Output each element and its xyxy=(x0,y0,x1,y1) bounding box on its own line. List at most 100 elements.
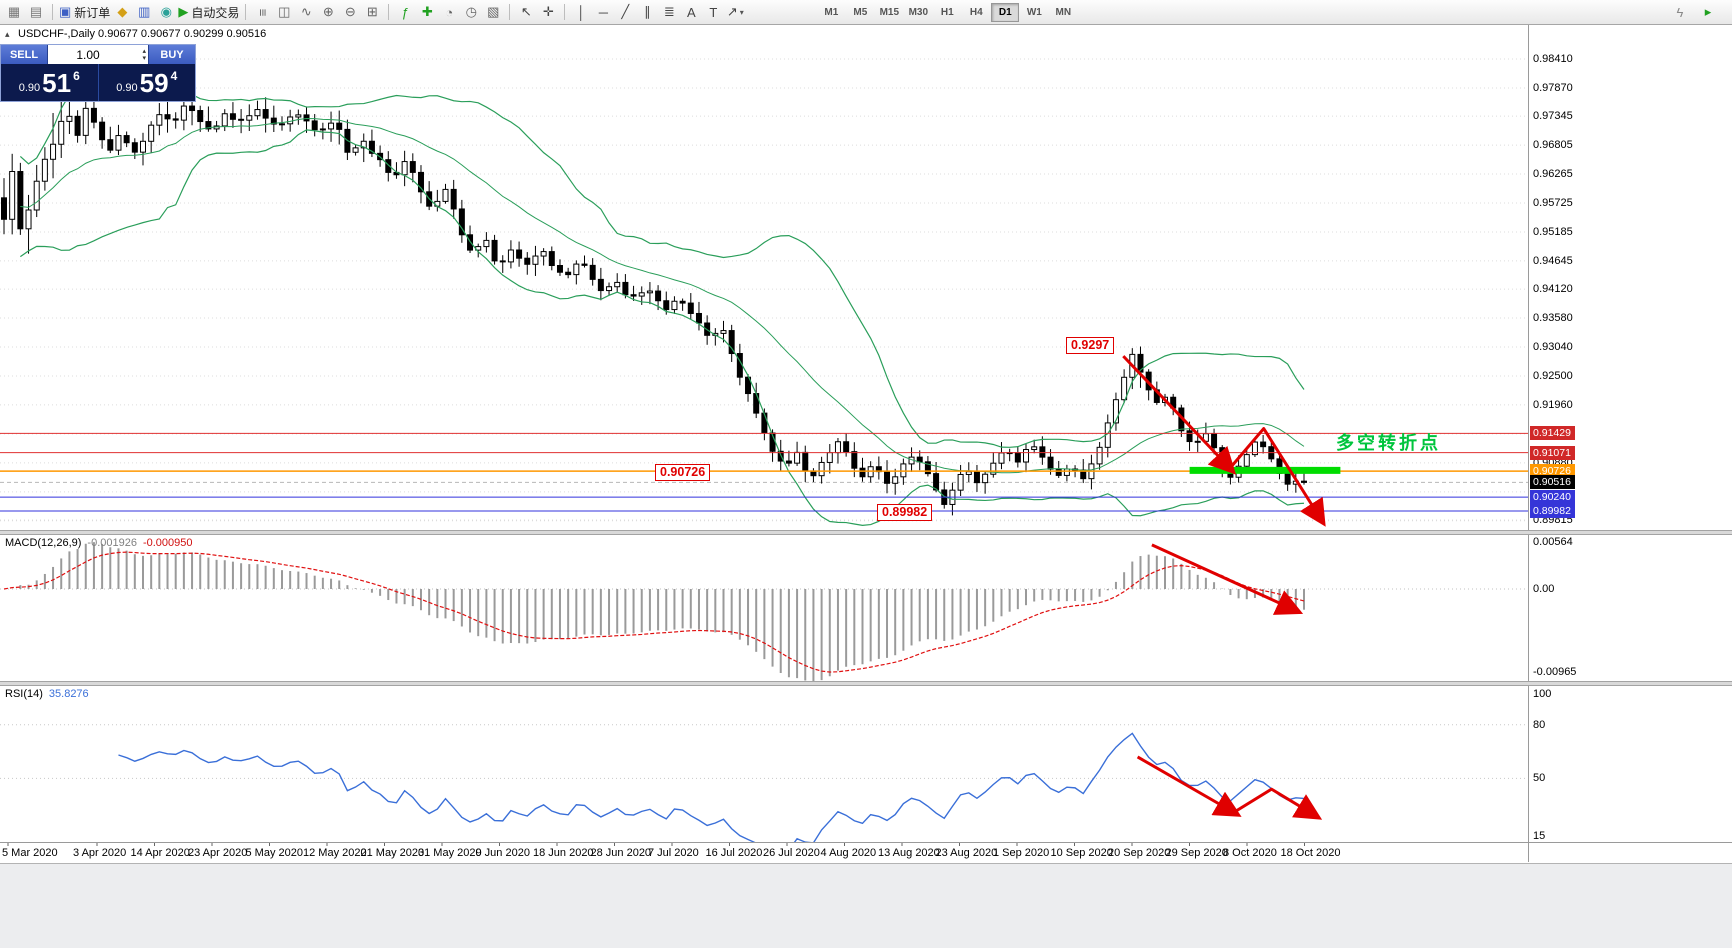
timeframe-w1[interactable]: W1 xyxy=(1026,6,1042,18)
trendline-icon[interactable]: ╱ xyxy=(621,4,630,19)
bar-chart-icon[interactable]: ≡ xyxy=(254,8,270,16)
price-line-label: 0.89982 xyxy=(1530,504,1575,519)
crosshair-icon[interactable]: ✛ xyxy=(542,4,554,19)
date-label: 10 Sep 2020 xyxy=(1050,847,1113,859)
timeframe-h4[interactable]: H4 xyxy=(969,6,983,18)
timeframe-h1[interactable]: H1 xyxy=(940,6,954,18)
rsi-indicator-label: RSI(14) 35.8276 xyxy=(5,688,89,700)
timeframe-m30[interactable]: M30 xyxy=(908,6,929,18)
connection-icon[interactable]: ϟ xyxy=(1676,4,1684,20)
toolbar-right-group: ϟ ▸ xyxy=(1670,3,1728,22)
volume-input[interactable] xyxy=(50,46,126,63)
price-line-label: 0.90516 xyxy=(1530,475,1575,490)
date-label: 8 Oct 2020 xyxy=(1223,847,1277,859)
low-price-annotation[interactable]: 0.89982 xyxy=(877,504,933,521)
new-order-button[interactable]: ▣ 新订单 xyxy=(59,4,111,20)
buy-button[interactable]: BUY xyxy=(149,45,195,64)
date-label: 5 May 2020 xyxy=(245,847,303,859)
window-bottom-area xyxy=(0,863,1732,948)
date-label: 1 Sep 2020 xyxy=(993,847,1050,859)
timeframe-m1[interactable]: M1 xyxy=(824,6,839,18)
timeframe-m5[interactable]: M5 xyxy=(853,6,868,18)
market-depth-icon[interactable]: ▥ xyxy=(138,4,151,19)
expand-icon[interactable]: ▸ xyxy=(1704,4,1712,19)
date-label: 12 May 2020 xyxy=(303,847,367,859)
time-axis[interactable] xyxy=(0,842,1732,863)
toolbar-left-group: ▦ ▤ ▣ 新订单 ◆ ▥ ◉ ▶ 自动交易 ≡ ◫ ∿ ⊕ ⊖ ⊞ ƒ ✚ ◔ ◷ ▧ ↖ ✛ │ ─ ╱ ∥ ≣ A T ↗ ▾ xyxy=(4,3,745,22)
price-scale-label: 0.95725 xyxy=(1533,197,1573,209)
date-label: 20 Sep 2020 xyxy=(1108,847,1171,859)
date-label: 29 Sep 2020 xyxy=(1165,847,1228,859)
toolbar-separator xyxy=(509,4,511,20)
sell-price-display[interactable]: 0.90 51 6 xyxy=(18,67,80,98)
toolbar-separator xyxy=(388,4,390,20)
price-line-label: 0.91429 xyxy=(1530,426,1575,441)
date-label: 31 May 2020 xyxy=(418,847,482,859)
text-icon[interactable]: A xyxy=(686,4,696,20)
timeframe-m15[interactable]: M15 xyxy=(879,6,900,18)
tile-windows-icon[interactable]: ⊞ xyxy=(366,4,378,19)
candlestick-chart-icon[interactable]: ◫ xyxy=(278,4,291,19)
zoom-in-icon[interactable]: ⊕ xyxy=(322,4,334,19)
rsi-splitter[interactable] xyxy=(0,681,1732,686)
history-center-icon[interactable]: ◆ xyxy=(117,4,128,19)
refresh-icon[interactable]: ◉ xyxy=(160,4,172,19)
toolbar: ▦ ▤ ▣ 新订单 ◆ ▥ ◉ ▶ 自动交易 ≡ ◫ ∿ ⊕ ⊖ ⊞ ƒ ✚ ◔ ◷ ▧ ↖ ✛ │ ─ ╱ ∥ ≣ A T ↗ ▾ M1 M… xyxy=(0,0,1732,25)
date-label: 3 Apr 2020 xyxy=(73,847,127,859)
auto-trading-button[interactable]: ▶ 自动交易 xyxy=(178,4,240,20)
one-click-trading-panel: SELL ▴▾ BUY 0.90 51 6 0.90 59 4 xyxy=(0,44,196,102)
objects-icon[interactable]: ◔ xyxy=(445,4,454,20)
add-indicator-icon[interactable]: ✚ xyxy=(421,4,433,19)
cursor-icon[interactable]: ↖ xyxy=(520,4,532,19)
price-line-label: 0.90726 xyxy=(1530,464,1575,479)
price-scale-label: 0.97870 xyxy=(1533,81,1573,94)
timeframe-d1[interactable]: D1 xyxy=(991,2,1020,22)
date-label: 21 May 2020 xyxy=(360,847,425,859)
toolbar-separator xyxy=(564,4,566,20)
volume-spinner[interactable]: ▴ ▾ xyxy=(142,47,146,62)
date-label: 18 Oct 2020 xyxy=(1280,847,1341,859)
date-label: 9 Jun 2020 xyxy=(475,847,530,859)
sell-button[interactable]: SELL xyxy=(1,45,47,64)
macd-indicator-label: MACD(12,26,9) -0.001926 -0.000950 xyxy=(5,537,193,549)
new-chart-icon[interactable]: ▤ xyxy=(29,4,43,19)
macd-scale-label: 0.00564 xyxy=(1533,536,1573,548)
macd-scale-label: 0.00 xyxy=(1533,583,1555,595)
volume-field[interactable]: ▴▾ xyxy=(47,45,149,64)
price-scale-label: 0.93580 xyxy=(1533,312,1573,325)
price-scale-label: 0.91960 xyxy=(1533,398,1573,411)
turning-point-note[interactable]: 多空转折点 xyxy=(1336,433,1441,453)
peak-price-annotation[interactable]: 0.9297 xyxy=(1066,337,1115,354)
rsi-scale-label: 100 xyxy=(1533,688,1552,700)
horizontal-line-icon[interactable]: ─ xyxy=(598,4,608,20)
chart-title: USDCHF-,Daily 0.90677 0.90677 0.90299 0.… xyxy=(18,28,267,40)
date-label: 5 Mar 2020 xyxy=(2,847,58,859)
zoom-out-icon[interactable]: ⊖ xyxy=(344,4,356,19)
indicators-icon[interactable]: ƒ xyxy=(401,4,409,20)
shapes-icon[interactable]: ↗ ▾ xyxy=(726,4,744,19)
timeframe-toolbar: M1 M5 M15 M30 H1 H4 D1 W1 MN xyxy=(817,2,1077,22)
channel-icon[interactable]: ∥ xyxy=(644,4,651,19)
price-scale-label: 0.92500 xyxy=(1533,369,1573,382)
label-icon[interactable]: T xyxy=(709,4,718,20)
period-icon[interactable]: ◷ xyxy=(465,4,477,19)
rsi-scale-label: 15 xyxy=(1533,830,1546,842)
templates-icon[interactable]: ▧ xyxy=(487,4,500,19)
fibonacci-icon[interactable]: ≣ xyxy=(663,4,675,19)
toolbar-separator xyxy=(245,4,247,20)
price-scale-label: 0.96805 xyxy=(1533,139,1573,152)
buy-price-display[interactable]: 0.90 59 4 xyxy=(97,64,196,101)
collapse-trade-panel-icon[interactable]: ▴ xyxy=(5,29,10,39)
price-scale-label: 0.97345 xyxy=(1533,110,1573,123)
price-scale-label: 0.93040 xyxy=(1533,341,1573,353)
support-price-annotation[interactable]: 0.90726 xyxy=(655,464,711,481)
rsi-scale-label: 80 xyxy=(1533,718,1546,731)
vertical-line-icon[interactable]: │ xyxy=(577,4,586,20)
timeframe-mn[interactable]: MN xyxy=(1055,6,1072,18)
date-label: 14 Apr 2020 xyxy=(130,847,190,859)
macd-splitter[interactable] xyxy=(0,530,1732,535)
line-chart-icon[interactable]: ∿ xyxy=(300,4,312,19)
charts-grid-icon[interactable]: ▦ xyxy=(7,4,21,19)
date-label: 4 Aug 2020 xyxy=(820,847,877,859)
